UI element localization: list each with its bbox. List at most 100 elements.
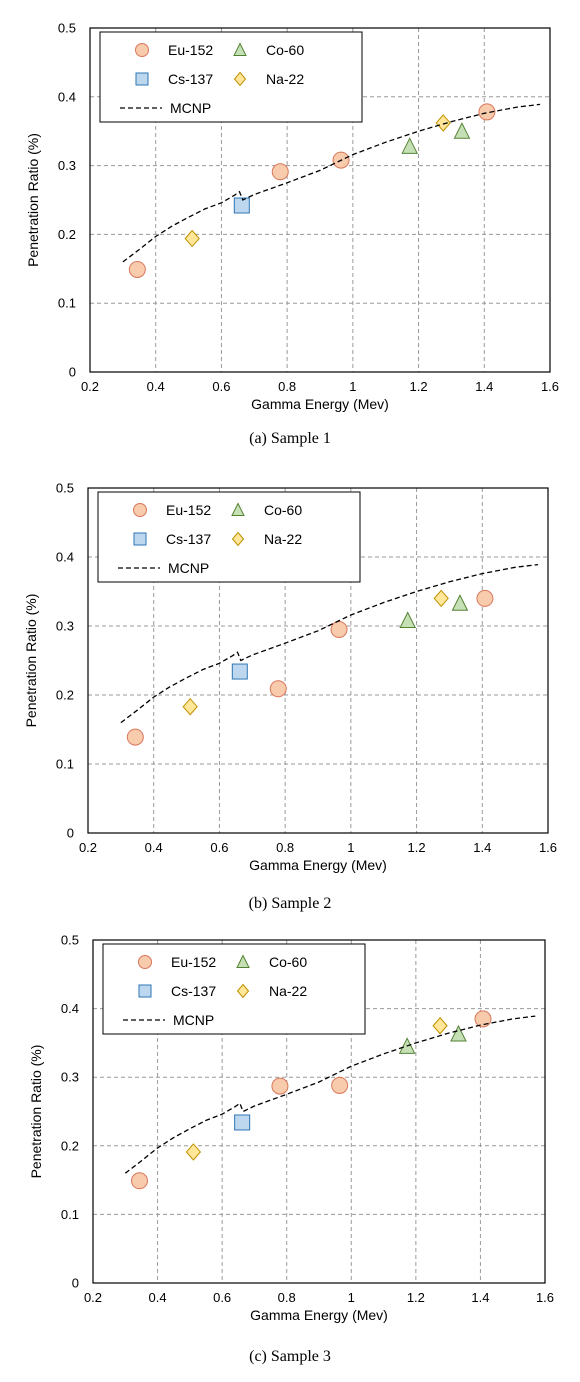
legend-swatch-eu-152 bbox=[133, 503, 147, 517]
x-tick-label: 0.6 bbox=[212, 379, 230, 394]
y-tick-label: 0 bbox=[72, 1276, 79, 1291]
point-na-22 bbox=[433, 589, 449, 608]
series-mcnp-line bbox=[124, 1015, 536, 1174]
point-eu-152 bbox=[126, 728, 144, 746]
x-axis-label: Gamma Energy (Mev) bbox=[249, 857, 387, 873]
point-na-22 bbox=[432, 1016, 448, 1035]
point-na-22 bbox=[182, 697, 198, 716]
x-tick-label: 0.4 bbox=[149, 1290, 167, 1305]
legend: Eu-152 Co-60 Cs-137 Na-22 MCNP bbox=[99, 31, 363, 123]
y-tick-label: 0.4 bbox=[56, 550, 74, 565]
chart-panel-a: 0.2 0.4 0.6 0.8 1 1.2 1.4 1.6 0 0.1 0.2 0.3 0.4 0.5 Ga… bbox=[0, 0, 580, 420]
plot-frame bbox=[89, 27, 551, 373]
legend-swatch-cs-137 bbox=[135, 72, 149, 86]
chart-panel-c: 0.2 0.4 0.6 0.8 1 1.2 1.4 1.6 0 0.1 0.2 0.3 0.4 0.5 Ga… bbox=[0, 916, 580, 1336]
x-tick-label: 0.2 bbox=[79, 840, 97, 855]
plot-frame bbox=[92, 939, 546, 1284]
legend-swatch-na-22 bbox=[233, 71, 247, 87]
y-tick-label: 0.5 bbox=[58, 21, 76, 36]
x-axis-label: Gamma Energy (Mev) bbox=[251, 396, 389, 412]
point-co-60 bbox=[399, 611, 417, 628]
legend-label: Eu-152 bbox=[171, 954, 216, 970]
legend-label: Co-60 bbox=[266, 42, 304, 58]
legend: Eu-152 Co-60 Cs-137 Na-22 MCNP bbox=[102, 943, 366, 1035]
y-tick-label: 0.2 bbox=[56, 688, 74, 703]
x-tick-label: 1.2 bbox=[408, 840, 426, 855]
point-co-60 bbox=[401, 137, 419, 154]
y-axis-label: Penetration Ratio (%) bbox=[25, 133, 41, 267]
point-co-60 bbox=[451, 594, 469, 611]
legend-label: Na-22 bbox=[266, 71, 304, 87]
x-tick-label: 1.6 bbox=[539, 840, 557, 855]
x-tick-label: 0.4 bbox=[147, 379, 165, 394]
y-tick-label: 0.4 bbox=[61, 1001, 79, 1016]
y-tick-label: 0.1 bbox=[61, 1207, 79, 1222]
legend-label: Eu-152 bbox=[168, 42, 213, 58]
legend-label: Co-60 bbox=[269, 954, 307, 970]
y-tick-label: 0.1 bbox=[56, 757, 74, 772]
legend-swatch-eu-152 bbox=[138, 955, 152, 969]
legend-swatch-eu-152 bbox=[135, 43, 149, 57]
point-eu-152 bbox=[130, 1172, 148, 1190]
legend-label: Co-60 bbox=[264, 502, 302, 518]
legend: Eu-152 Co-60 Cs-137 Na-22 MCNP bbox=[97, 491, 361, 583]
x-tick-label: 0.6 bbox=[210, 840, 228, 855]
point-co-60 bbox=[450, 1024, 467, 1042]
x-tick-label: 1.6 bbox=[536, 1290, 554, 1305]
y-tick-label: 0.3 bbox=[56, 619, 74, 634]
legend-label: MCNP bbox=[168, 560, 209, 576]
plot-frame bbox=[87, 487, 549, 834]
x-tick-label: 0.2 bbox=[81, 379, 99, 394]
point-na-22 bbox=[184, 229, 200, 248]
x-tick-label: 1.4 bbox=[475, 379, 493, 394]
x-tick-label: 1.2 bbox=[407, 1290, 425, 1305]
y-tick-label: 0.4 bbox=[58, 89, 76, 104]
x-tick-label: 1.4 bbox=[473, 840, 491, 855]
point-eu-152 bbox=[269, 680, 287, 698]
x-tick-label: 1.2 bbox=[410, 379, 428, 394]
x-tick-label: 1 bbox=[347, 840, 354, 855]
point-eu-152 bbox=[331, 1076, 349, 1094]
legend-label: Eu-152 bbox=[166, 502, 211, 518]
point-eu-152 bbox=[474, 1010, 492, 1028]
chart-svg-c: 0.2 0.4 0.6 0.8 1 1.2 1.4 1.6 0 0.1 0.2 0.3 0.4 0.5 Ga… bbox=[28, 933, 554, 1324]
legend-label: MCNP bbox=[170, 100, 211, 116]
legend-label: MCNP bbox=[173, 1012, 214, 1028]
point-eu-152 bbox=[330, 620, 348, 638]
caption-c: (c) Sample 3 bbox=[249, 1348, 331, 1365]
y-axis-label: Penetration Ratio (%) bbox=[28, 1045, 44, 1179]
y-axis-label: Penetration Ratio (%) bbox=[23, 594, 39, 728]
legend-label: Cs-137 bbox=[171, 983, 216, 999]
point-eu-152 bbox=[271, 1077, 289, 1095]
chart-svg-b: 0.2 0.4 0.6 0.8 1 1.2 1.4 1.6 0 0.1 0.2 0.3 0.4 0.5 Ga… bbox=[23, 481, 557, 874]
legend-swatch-co-60 bbox=[231, 502, 245, 516]
chart-panel-b: 0.2 0.4 0.6 0.8 1 1.2 1.4 1.6 0 0.1 0.2 0.3 0.4 0.5 Ga… bbox=[0, 462, 580, 882]
legend-label: Cs-137 bbox=[168, 71, 213, 87]
point-cs-137 bbox=[234, 1114, 251, 1131]
y-tick-label: 0.5 bbox=[56, 481, 74, 496]
legend-swatch-na-22 bbox=[236, 983, 250, 999]
x-tick-label: 0.8 bbox=[278, 379, 296, 394]
chart-svg-a: 0.2 0.4 0.6 0.8 1 1.2 1.4 1.6 0 0.1 0.2 0.3 0.4 0.5 Ga… bbox=[25, 21, 559, 413]
x-tick-label: 0.4 bbox=[145, 840, 163, 855]
y-tick-label: 0.2 bbox=[61, 1138, 79, 1153]
legend-label: Na-22 bbox=[269, 983, 307, 999]
legend-swatch-cs-137 bbox=[133, 532, 147, 546]
point-na-22 bbox=[435, 114, 451, 132]
x-tick-label: 0.8 bbox=[276, 840, 294, 855]
legend-swatch-co-60 bbox=[233, 42, 247, 56]
series-mcnp-line bbox=[122, 103, 541, 263]
x-tick-label: 0.2 bbox=[84, 1290, 102, 1305]
point-co-60 bbox=[453, 122, 471, 139]
point-cs-137 bbox=[231, 663, 248, 680]
point-eu-152 bbox=[478, 103, 496, 121]
y-tick-label: 0.5 bbox=[61, 933, 79, 948]
x-tick-label: 0.8 bbox=[278, 1290, 296, 1305]
point-eu-152 bbox=[128, 260, 146, 278]
x-tick-label: 0.6 bbox=[213, 1290, 231, 1305]
legend-label: Na-22 bbox=[264, 531, 302, 547]
y-tick-label: 0.3 bbox=[61, 1070, 79, 1085]
legend-swatch-cs-137 bbox=[138, 984, 152, 998]
y-tick-label: 0 bbox=[67, 826, 74, 841]
point-eu-152 bbox=[271, 163, 289, 181]
